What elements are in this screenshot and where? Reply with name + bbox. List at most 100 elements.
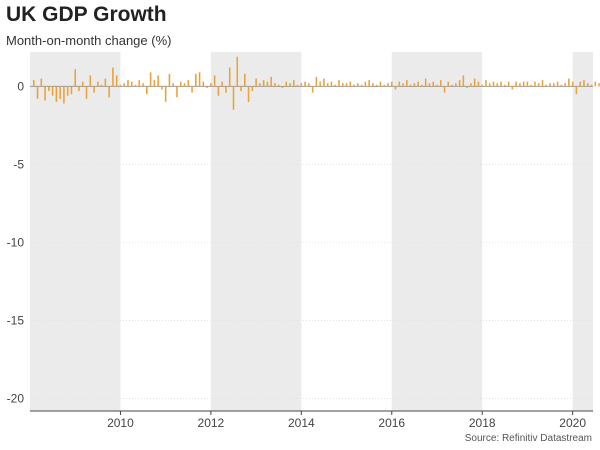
bar: [59, 86, 61, 99]
bar: [210, 83, 212, 87]
bar: [522, 81, 525, 87]
bar: [428, 83, 431, 87]
bar: [255, 78, 257, 87]
bar: [63, 86, 65, 104]
bar: [575, 86, 578, 95]
bar: [153, 80, 156, 87]
bar: [244, 73, 246, 87]
bar: [379, 81, 382, 87]
bar: [319, 81, 321, 87]
bar: [560, 84, 563, 87]
bar: [277, 84, 280, 87]
bar: [402, 83, 404, 87]
bar: [511, 86, 514, 90]
bar: [115, 75, 118, 87]
bar: [341, 83, 344, 87]
bar: [357, 83, 359, 87]
bar: [406, 80, 408, 87]
bar: [334, 84, 337, 87]
bar: [202, 81, 205, 87]
bar: [221, 81, 223, 87]
bar: [338, 80, 340, 87]
bar: [375, 84, 378, 87]
bar: [97, 81, 99, 87]
bar: [421, 84, 423, 87]
bar: [285, 81, 288, 87]
x-tick-label: 2012: [198, 416, 225, 430]
y-tick-label: -15: [7, 313, 25, 327]
x-axis: 2010 2012 2014 2016 2018 2020: [30, 410, 593, 430]
bar: [206, 86, 208, 88]
bar: [100, 84, 103, 87]
bar: [368, 80, 370, 87]
y-tick-label: 0: [17, 79, 24, 93]
bar: [360, 84, 363, 87]
bar: [292, 80, 295, 87]
bar: [172, 83, 174, 87]
bar: [259, 83, 261, 87]
bar: [36, 86, 39, 99]
bar: [240, 86, 242, 92]
bar: [556, 81, 559, 87]
bar: [541, 80, 544, 87]
bar: [315, 76, 318, 87]
bar: [32, 80, 35, 87]
bar: [364, 81, 367, 87]
bar: [526, 81, 529, 87]
x-tick-label: 2020: [559, 416, 586, 430]
bar: [228, 67, 231, 87]
x-tick-label: 2014: [288, 416, 315, 430]
bar: [187, 80, 190, 87]
bar: [470, 83, 472, 87]
bar: [372, 83, 374, 87]
shaded-band: [572, 52, 593, 411]
bar: [439, 80, 442, 87]
bar: [492, 81, 495, 87]
bar: [398, 81, 401, 87]
shaded-band: [210, 52, 302, 411]
bar: [104, 78, 107, 87]
chart-title: UK GDP Growth: [6, 3, 167, 26]
bar: [330, 81, 333, 87]
bar: [500, 81, 502, 87]
bar: [443, 86, 446, 93]
bar: [149, 72, 152, 87]
bar: [488, 83, 491, 87]
bar: [481, 84, 483, 87]
bar: [48, 86, 50, 92]
bar: [424, 78, 427, 87]
bar: [44, 86, 46, 101]
bar: [353, 84, 355, 87]
bar: [217, 86, 220, 96]
shaded-band: [391, 52, 483, 411]
bar: [387, 83, 389, 87]
bar: [553, 83, 555, 87]
bar: [436, 84, 438, 87]
bar: [473, 78, 476, 87]
bar: [394, 86, 397, 90]
bar: [108, 86, 110, 98]
bar: [568, 78, 570, 87]
bar: [274, 83, 276, 87]
bar: [432, 81, 435, 87]
bar: [545, 84, 548, 87]
bar: [383, 84, 386, 87]
y-tick-label: -20: [7, 392, 25, 406]
bar: [66, 86, 69, 96]
bar: [485, 80, 487, 87]
y-tick-label: -5: [13, 157, 24, 171]
bar: [549, 83, 551, 87]
bar: [579, 81, 581, 87]
bar: [571, 81, 574, 87]
bar: [232, 86, 235, 110]
bar: [308, 83, 310, 87]
bar: [323, 78, 325, 87]
bar: [594, 81, 597, 87]
bar: [119, 84, 122, 87]
y-tick-label: -10: [7, 235, 25, 249]
bar: [179, 81, 182, 87]
bar: [326, 83, 329, 87]
bar: [183, 83, 186, 87]
bar: [146, 86, 148, 95]
bar: [176, 86, 178, 98]
